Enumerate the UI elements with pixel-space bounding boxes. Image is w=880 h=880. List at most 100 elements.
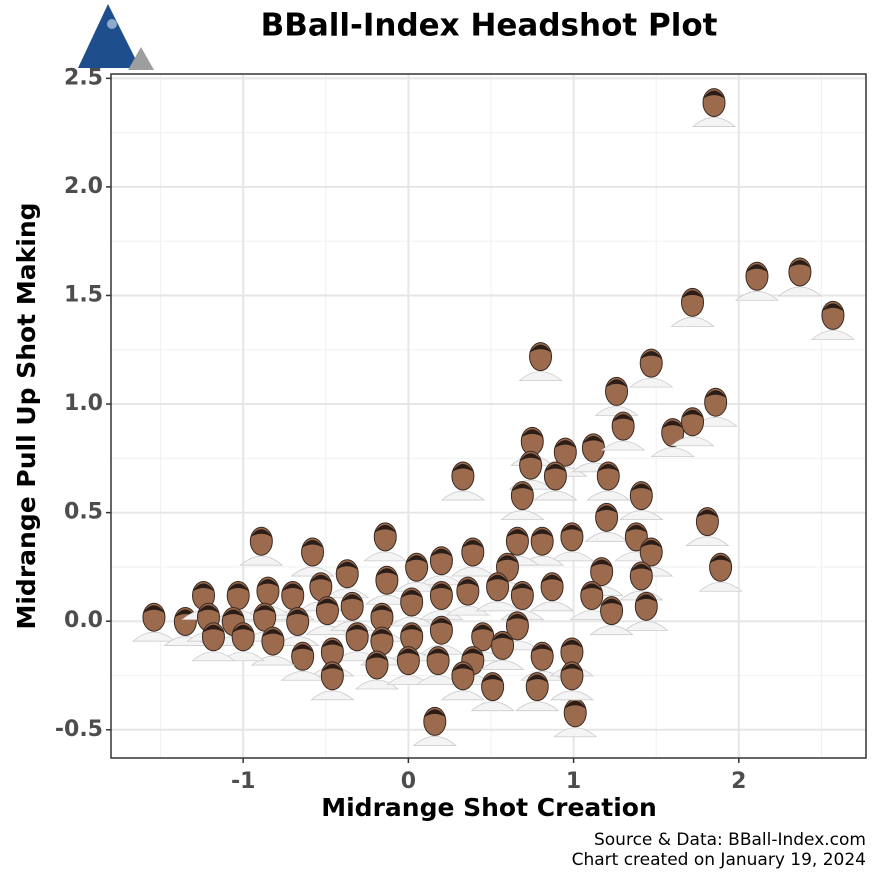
headshot <box>475 572 520 612</box>
hair <box>400 590 423 598</box>
jersey <box>533 490 578 501</box>
hair <box>529 344 552 353</box>
hair <box>301 540 324 549</box>
y-axis-label: Midrange Pull Up Shot Making <box>12 202 41 629</box>
hair <box>232 624 255 633</box>
hair <box>430 583 453 592</box>
hair <box>250 529 273 538</box>
headshot <box>221 622 266 662</box>
hair <box>222 609 245 618</box>
logo-small-triangle <box>128 47 154 70</box>
hair <box>197 605 220 614</box>
logo <box>78 4 154 70</box>
hair <box>341 594 364 603</box>
hair <box>286 609 309 618</box>
y-tick-label: 0.5 <box>64 500 103 525</box>
hair <box>582 435 605 444</box>
headshot <box>650 418 695 458</box>
hair <box>451 464 474 473</box>
jersey <box>354 679 400 690</box>
headshot <box>163 607 208 646</box>
hair <box>397 648 420 657</box>
hair <box>580 583 603 592</box>
hair <box>281 583 304 592</box>
logo-figure <box>107 19 117 29</box>
x-tick-label: 2 <box>731 769 746 794</box>
headshot <box>629 348 674 388</box>
jersey <box>670 436 715 447</box>
jersey <box>777 286 822 297</box>
headshot <box>394 552 439 592</box>
hair <box>471 624 494 633</box>
hair <box>590 559 613 568</box>
y-tick-label: 0.0 <box>64 608 103 633</box>
hair <box>506 613 529 622</box>
jersey <box>619 510 664 520</box>
plot-area <box>111 74 866 758</box>
hair <box>597 464 620 473</box>
hair <box>519 453 542 462</box>
hair <box>821 303 844 312</box>
jersey <box>518 371 563 382</box>
hair <box>709 555 732 564</box>
hair <box>461 540 484 549</box>
hair <box>635 594 658 603</box>
hair <box>253 605 276 614</box>
jersey <box>250 655 295 666</box>
headshot <box>549 661 595 701</box>
hair <box>261 629 284 638</box>
headshot <box>515 672 560 712</box>
hair <box>336 561 359 570</box>
jersey <box>629 377 674 388</box>
hair <box>526 674 549 683</box>
x-tick-label: 0 <box>401 769 416 794</box>
hair <box>370 605 393 614</box>
jersey <box>191 651 236 662</box>
hair <box>227 583 250 592</box>
jersey <box>553 727 598 738</box>
headshot <box>693 387 738 427</box>
created-note: Chart created on January 19, 2024 <box>572 850 866 870</box>
hair <box>681 409 704 418</box>
x-tick-label: -1 <box>231 769 255 794</box>
hair <box>374 524 397 533</box>
headshot <box>450 537 495 577</box>
jersey <box>650 447 695 458</box>
y-tick-label: 2.5 <box>64 65 103 90</box>
headshot <box>601 411 646 451</box>
hair <box>491 633 514 642</box>
hair <box>375 568 398 577</box>
headshot <box>275 607 320 646</box>
headshot <box>549 522 595 562</box>
hair <box>595 505 618 514</box>
jersey <box>515 701 560 712</box>
hair <box>560 524 583 533</box>
hair <box>681 290 704 299</box>
jersey <box>363 551 408 562</box>
hair <box>630 563 653 572</box>
hair <box>703 90 726 99</box>
x-tick-label: 1 <box>566 769 581 794</box>
headshot <box>584 502 629 542</box>
jersey <box>589 625 634 636</box>
hair <box>370 629 393 638</box>
headshot <box>810 300 856 340</box>
headshot <box>419 546 464 586</box>
headshot <box>363 522 408 562</box>
headshot <box>698 552 743 592</box>
y-tick-label: 2.0 <box>64 174 103 199</box>
plot-border <box>110 73 867 759</box>
jersey <box>685 536 730 547</box>
hair <box>600 598 623 607</box>
hair <box>605 379 628 388</box>
jersey <box>440 690 485 701</box>
jersey <box>500 510 545 520</box>
hair <box>640 540 663 549</box>
headshot <box>480 630 525 670</box>
hair <box>630 483 653 492</box>
hair <box>560 639 583 648</box>
hair <box>456 579 479 588</box>
chart-title: BBall-Index Headshot Plot <box>261 8 718 44</box>
